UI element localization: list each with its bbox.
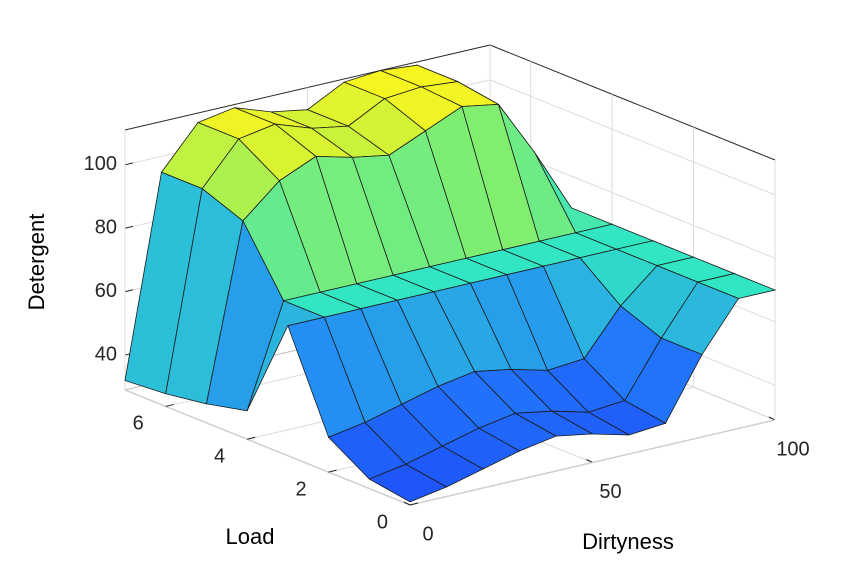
tick-mark <box>328 469 337 473</box>
grid-line <box>409 419 776 506</box>
x-tick-label: 100 <box>776 438 809 460</box>
surface-face <box>368 463 448 503</box>
tick-mark <box>403 501 411 506</box>
y-tick-label: 0 <box>377 511 388 533</box>
x-tick-label: 0 <box>422 523 433 545</box>
axis-line <box>489 44 776 161</box>
z-tick-label: 60 <box>95 280 117 302</box>
x-axis-label: Dirtyness <box>582 529 674 554</box>
tick-mark <box>124 289 134 293</box>
y-tick-label: 6 <box>133 413 144 435</box>
tick-mark <box>247 436 256 440</box>
y-tick-label: 2 <box>295 478 306 500</box>
grid-line <box>489 79 776 196</box>
grid-line <box>124 389 411 506</box>
tick-mark <box>124 225 134 229</box>
tick-mark <box>124 162 134 166</box>
tick-mark <box>768 416 776 421</box>
tick-mark <box>409 502 419 506</box>
tick-mark <box>165 403 174 407</box>
y-axis-label: Load <box>226 524 275 549</box>
tick-mark <box>586 459 593 463</box>
x-tick-label: 50 <box>599 481 621 503</box>
z-tick-label: 100 <box>84 153 117 175</box>
z-tick-label: 80 <box>95 217 117 239</box>
y-tick-label: 4 <box>214 446 225 468</box>
z-axis-label: Detergent <box>24 214 49 311</box>
z-tick-label: 40 <box>95 343 117 365</box>
